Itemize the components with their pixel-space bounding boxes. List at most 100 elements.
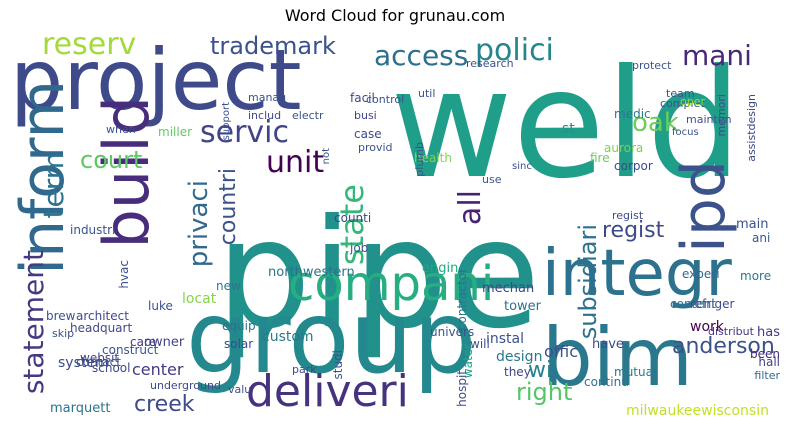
cloud-word: regist <box>602 218 665 243</box>
cloud-word: project <box>10 31 302 129</box>
cloud-word: creek <box>134 392 195 417</box>
cloud-word: control <box>366 93 405 106</box>
cloud-word: mutual <box>614 365 657 379</box>
cloud-word: includ <box>248 109 282 122</box>
cloud-word: oak <box>632 108 679 138</box>
cloud-word: integr <box>542 237 732 311</box>
cloud-word: use <box>482 173 502 186</box>
cloud-word: miller <box>158 125 193 139</box>
cloud-word: assistdesign <box>745 94 758 162</box>
cloud-word: wi <box>528 358 553 383</box>
cloud-word: websit <box>80 351 120 365</box>
cloud-word: equip <box>222 319 256 333</box>
cloud-word: polici <box>475 33 554 68</box>
cloud-word: mani <box>682 39 752 72</box>
cloud-word: marquett <box>50 401 111 416</box>
cloud-word: main <box>736 217 769 232</box>
cloud-word: industri <box>70 223 116 237</box>
cloud-word: luke <box>148 299 173 313</box>
cloud-word: pipe <box>216 188 541 362</box>
cloud-word: will <box>470 337 490 351</box>
cloud-word: locat <box>182 291 217 307</box>
cloud-word: team <box>666 87 695 100</box>
cloud-word: new <box>216 279 241 293</box>
cloud-word: filter <box>754 369 780 382</box>
cloud-word: regist <box>612 209 644 222</box>
word-cloud: pipe weld project group inform build bim integr… <box>10 30 780 420</box>
cloud-word: util <box>418 87 436 100</box>
cloud-word: anderson <box>672 334 775 359</box>
cloud-word: compani <box>288 256 495 312</box>
cloud-word: mainten <box>686 113 732 126</box>
cloud-word: valu <box>228 383 252 396</box>
cloud-word: headquart <box>70 321 133 335</box>
cloud-word: support <box>221 102 232 141</box>
cloud-word: instal <box>486 331 525 347</box>
cloud-word: milwaukeewisconsin <box>626 403 769 419</box>
cloud-word: has <box>757 325 780 340</box>
cloud-word: skip <box>52 327 75 340</box>
cloud-word: servic <box>200 115 290 150</box>
cloud-word: contact <box>76 355 121 369</box>
cloud-word: aurora <box>604 141 644 155</box>
cloud-word: engin <box>422 261 459 276</box>
cloud-word: tower <box>504 299 542 314</box>
cloud-word: busi <box>354 109 377 122</box>
cloud-word: hall <box>758 355 780 369</box>
cloud-word: architect <box>76 309 129 323</box>
cloud-word: univers <box>430 325 475 339</box>
cloud-word: group <box>186 279 477 396</box>
cloud-word: studi <box>331 350 345 380</box>
cloud-word: experi <box>682 267 720 281</box>
cloud-word: job <box>350 241 369 255</box>
cloud-word: medic <box>614 107 651 121</box>
cloud-word: fire <box>590 151 610 165</box>
cloud-word: unit <box>266 145 325 180</box>
cloud-word: been <box>750 347 780 361</box>
cloud-word: protect <box>632 59 672 72</box>
cloud-word: sinc <box>512 161 532 172</box>
cloud-word: plumb <box>413 142 426 177</box>
cloud-word: hvac <box>117 260 131 289</box>
cloud-word: weld <box>390 38 742 212</box>
cloud-word: right <box>516 378 573 406</box>
cloud-word: water <box>461 344 475 379</box>
cloud-word: not <box>321 148 332 165</box>
cloud-word: underground <box>150 379 221 392</box>
cloud-word: school <box>92 361 131 375</box>
cloud-word: electr <box>292 109 324 122</box>
cloud-word: facil <box>350 91 375 105</box>
cloud-word: solar <box>224 337 254 351</box>
cloud-word: have <box>592 337 624 352</box>
cloud-word: brew <box>46 309 76 323</box>
cloud-word: continu <box>584 375 629 389</box>
cloud-word: complet <box>660 97 705 110</box>
cloud-word: center <box>132 360 184 379</box>
cloud-word: focus <box>672 127 699 138</box>
cloud-word: oper <box>680 95 706 108</box>
cloud-word: mechan <box>482 281 535 296</box>
cloud-word: offic <box>544 342 579 361</box>
cloud-word: ani <box>752 231 771 245</box>
cloud-word: privaci <box>184 180 214 268</box>
chart-title: Word Cloud for grunau.com <box>284 6 506 25</box>
cloud-word: access <box>374 39 469 72</box>
cloud-word: deliveri <box>246 366 409 417</box>
cloud-word: counti <box>334 211 372 225</box>
cloud-word: custom <box>262 329 314 345</box>
cloud-word: trademark <box>210 32 336 60</box>
cloud-word: corpor <box>614 159 653 173</box>
cloud-word: design <box>496 349 543 365</box>
cloud-word: northwestern <box>268 265 355 280</box>
cloud-word: they <box>504 365 531 379</box>
cloud-word: research <box>466 57 514 70</box>
cloud-word: statement <box>17 250 50 395</box>
cloud-word: owner <box>144 335 185 350</box>
cloud-word: health <box>414 151 452 165</box>
cloud-word: term <box>37 152 70 219</box>
cloud-word: subsidiari <box>574 224 602 340</box>
cloud-word: case <box>354 127 382 141</box>
cloud-word: content <box>670 297 716 311</box>
cloud-word: system <box>58 355 109 371</box>
cloud-word: court <box>80 146 143 174</box>
